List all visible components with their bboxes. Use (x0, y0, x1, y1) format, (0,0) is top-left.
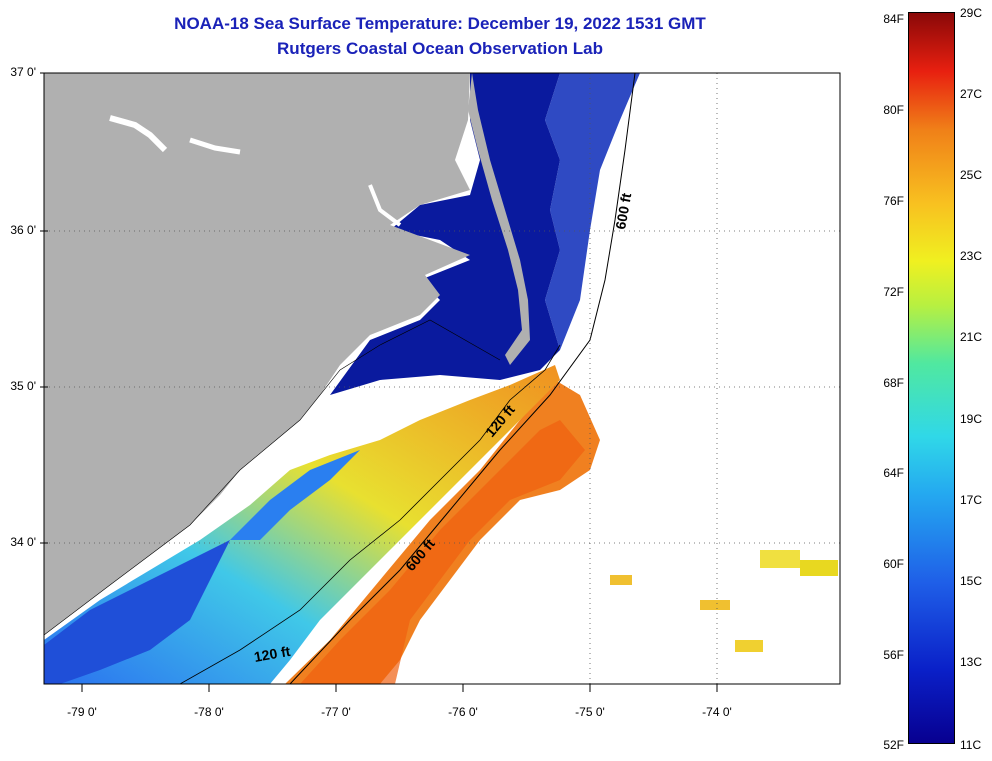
colorbar-c-label: 19C (960, 412, 983, 426)
lon-label: -75 0' (575, 705, 605, 719)
lon-label: -77 0' (321, 705, 351, 719)
gulf-stream-edge (300, 420, 585, 684)
warm-patch (800, 560, 838, 576)
coastline (44, 319, 501, 636)
warm-patch (760, 550, 800, 568)
map-subtitle: Rutgers Coastal Ocean Observation Lab (277, 39, 603, 58)
colorbar-c-label: 11C (960, 738, 982, 752)
colorbar-f-label: 60F (883, 557, 904, 571)
map-frame (43, 72, 841, 685)
graticule (44, 73, 840, 684)
lon-label: -74 0' (702, 705, 732, 719)
land-north-carolina (44, 73, 470, 635)
barrier-islands (468, 73, 530, 365)
river (189, 137, 241, 155)
warm-patch (735, 640, 763, 652)
colorbar-f-label: 64F (883, 466, 904, 480)
nearshore-cold-water (545, 73, 640, 350)
lat-label: 35 0' (10, 379, 36, 393)
lon-label: -76 0' (448, 705, 478, 719)
map-area (44, 73, 840, 684)
map-title: NOAA-18 Sea Surface Temperature: Decembe… (174, 14, 706, 33)
contour-600ft (289, 73, 636, 684)
cold-coastal-water (230, 450, 360, 540)
lon-label: -79 0' (67, 705, 97, 719)
colorbar-c-label: 23C (960, 249, 983, 263)
cold-coastal-water (44, 540, 230, 684)
warm-patch (700, 600, 730, 610)
estuary-water (330, 73, 560, 395)
colorbar-c-label: 29C (960, 6, 983, 20)
lat-label: 37 0' (10, 65, 36, 79)
contour-120ft (179, 344, 561, 684)
colorbar-c-label: 21C (960, 330, 983, 344)
colorbar-f-label: 84F (883, 12, 904, 26)
warm-patch (610, 575, 632, 585)
colorbar-f-label: 76F (883, 194, 904, 208)
colorbar-f-label: 72F (883, 285, 904, 299)
colorbar-f-label: 80F (883, 103, 904, 117)
colorbar-f-label: 52F (883, 738, 904, 752)
colorbar-c-label: 15C (960, 574, 983, 588)
temperature-colorbar (908, 12, 955, 744)
contour-label: 600 ft (612, 191, 634, 230)
colorbar-c-label: 13C (960, 655, 983, 669)
lat-label: 36 0' (10, 223, 36, 237)
colorbar-c-label: 17C (960, 493, 983, 507)
colorbar-c-label: 27C (960, 87, 983, 101)
contour-label: 120 ft (253, 643, 292, 665)
river (368, 184, 402, 227)
colorbar-c-label: 25C (960, 168, 983, 182)
colorbar-f-label: 56F (883, 648, 904, 662)
axis-ticks (40, 72, 718, 692)
lat-label: 34 0' (10, 535, 36, 549)
lon-label: -78 0' (194, 705, 224, 719)
colorbar-f-label: 68F (883, 376, 904, 390)
river (109, 115, 168, 153)
